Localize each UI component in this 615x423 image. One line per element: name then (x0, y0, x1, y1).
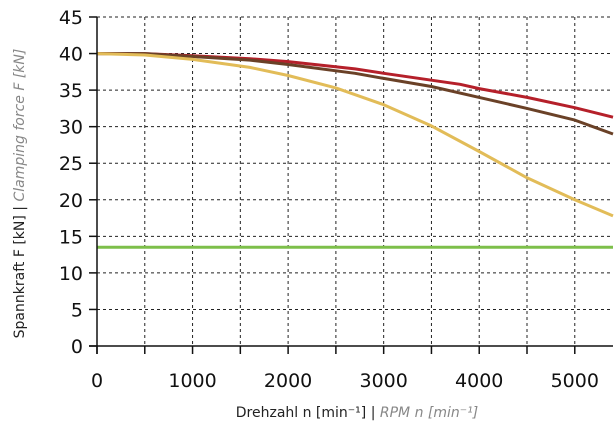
axes (89, 16, 613, 354)
y-axis-title-alt: Clamping force F [kN] (12, 49, 28, 202)
series-line-3 (96, 52, 614, 218)
x-tick-label: 0 (91, 370, 103, 392)
grid (97, 16, 613, 346)
y-tick-label: 10 (59, 263, 83, 285)
tick-labels: 0 5 10 15 20 25 30 35 40 45 0 1000 2000 3000 4000 5000 (59, 7, 599, 392)
y-tick-label: 45 (59, 7, 83, 29)
series-line-2 (97, 52, 614, 136)
y-tick-label: 40 (59, 44, 83, 66)
y-tick-label: 25 (59, 153, 83, 175)
y-tick-label: 15 (59, 226, 83, 248)
x-axis-title: Drehzahl n [min⁻¹] | RPM n [min⁻¹] (236, 405, 478, 421)
y-tick-label: 20 (59, 190, 83, 212)
x-tick-label: 5000 (551, 370, 599, 392)
y-tick-label: 30 (59, 117, 83, 139)
y-tick-label: 5 (71, 299, 83, 321)
x-tick-label: 2000 (264, 370, 312, 392)
y-tick-label: 35 (59, 80, 83, 102)
x-tick-label: 4000 (455, 370, 503, 392)
series-group (96, 52, 614, 249)
y-axis-title: Spannkraft F [kN] | Clamping force F [kN… (12, 49, 28, 339)
x-axis-title-main: Drehzahl n [min⁻¹] | (236, 405, 380, 421)
x-tick-label: 1000 (168, 370, 216, 392)
x-axis-title-alt: RPM n [min⁻¹] (380, 405, 478, 421)
x-tick-label: 3000 (359, 370, 407, 392)
series-line-1 (97, 52, 614, 119)
y-tick-label: 0 (71, 336, 83, 358)
y-axis-title-main: Spannkraft F [kN] | (12, 202, 28, 339)
